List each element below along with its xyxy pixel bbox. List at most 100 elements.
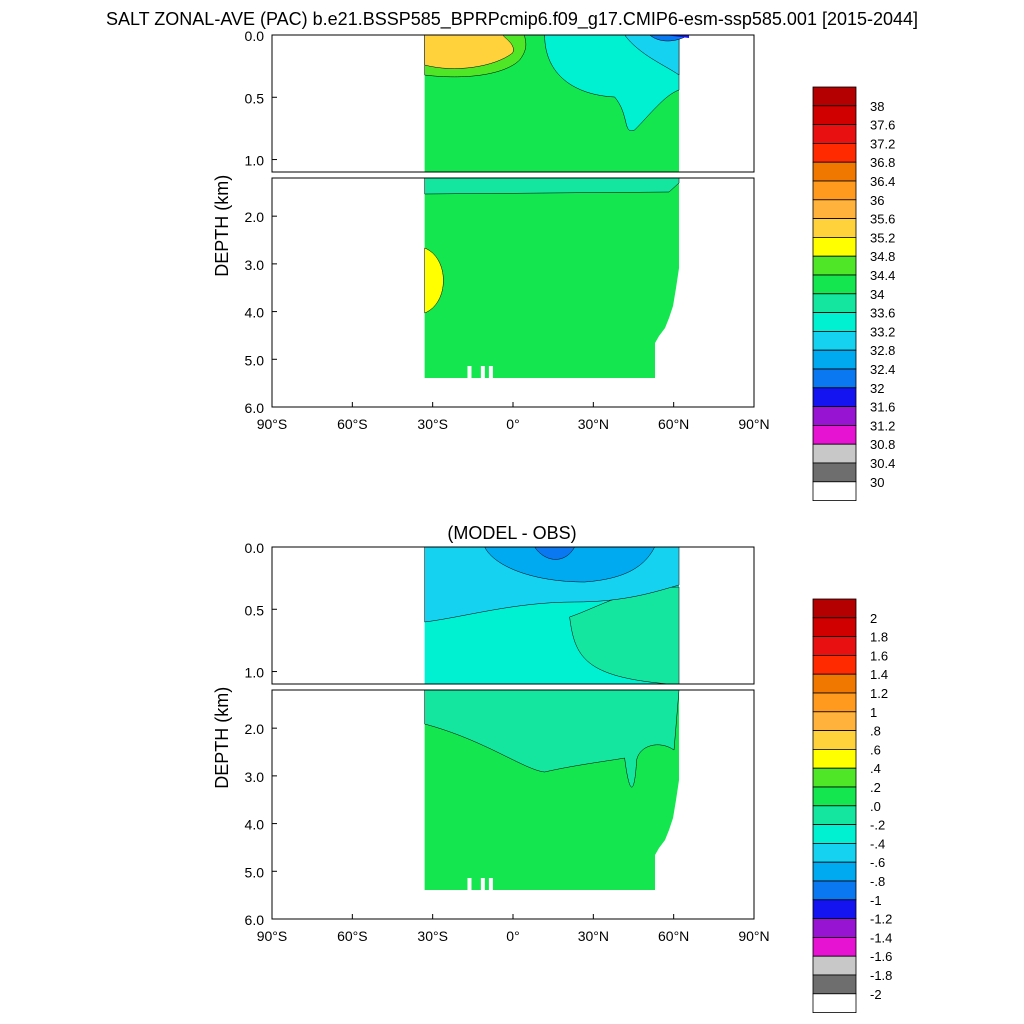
colorbar-swatch: [812, 124, 857, 144]
colorbar-swatch: [812, 861, 857, 882]
colorbar-label: 1.4: [870, 667, 888, 682]
colorbar-label: 31.2: [870, 418, 895, 433]
colorbar-swatch: [812, 142, 857, 163]
colorbar-label: -1: [870, 893, 882, 908]
colorbar-swatch: [812, 805, 857, 825]
colorbar-swatch: [812, 843, 857, 863]
colorbar-label: 32: [870, 381, 884, 396]
y-tick-label: 2.0: [245, 209, 265, 225]
y-tick-label: 5.0: [245, 864, 265, 880]
colorbar-swatch: [812, 636, 857, 656]
colorbar-swatch: [812, 199, 857, 220]
colorbar-label: -1.6: [870, 949, 892, 964]
colorbar-swatch: [812, 349, 857, 370]
colorbar-swatch: [812, 711, 857, 731]
colorbar-label: -1.8: [870, 968, 892, 983]
y-tick-label: 3.0: [245, 257, 265, 273]
x-tick-label: 30°N: [578, 928, 609, 944]
colorbar-swatch: [812, 767, 857, 788]
x-tick-label: 90°N: [738, 928, 769, 944]
colorbar-label: 2: [870, 611, 877, 626]
colorbar-swatch: [812, 673, 857, 694]
x-tick-label: 60°N: [658, 928, 689, 944]
colorbar-swatch: [812, 387, 857, 407]
colorbar-label: 36: [870, 193, 884, 208]
colorbar-swatch: [812, 880, 857, 901]
figure-title: SALT ZONAL-AVE (PAC) b.e21.BSSP585_BPRPc…: [106, 9, 918, 30]
lower-section-fills: [424, 689, 680, 891]
colorbar-swatch: [812, 236, 857, 257]
colorbar-label: 30.8: [870, 437, 895, 452]
x-tick-label: 30°S: [417, 416, 448, 432]
colorbar-swatch: [812, 105, 857, 126]
region-strong-surface-bias: [484, 546, 656, 583]
colorbar-swatch: [812, 899, 857, 919]
colorbar-label: .4: [870, 761, 881, 776]
colorbar-label: 38: [870, 99, 884, 114]
colorbar-label: -2: [870, 987, 882, 1002]
colorbar-swatch: [812, 312, 857, 332]
colorbar-label: -1.4: [870, 930, 892, 945]
y-tick-label: 0.5: [245, 602, 265, 618]
y-tick-label: 0.0: [245, 28, 265, 44]
colorbar-label: .2: [870, 780, 881, 795]
colorbar-label: 1.8: [870, 630, 888, 645]
colorbar-swatch: [812, 749, 857, 769]
colorbar-swatch: [812, 274, 857, 295]
panel-title: (MODEL - OBS): [447, 523, 576, 543]
lower-section-fills: [424, 177, 680, 379]
region-arctic-freshest: [664, 35, 690, 38]
colorbar-swatch: [812, 692, 857, 713]
colorbar-swatch: [812, 161, 857, 182]
y-tick-label: 4.0: [245, 817, 265, 833]
y-tick-label: 0.0: [245, 540, 265, 556]
upper-section-frame: [271, 34, 755, 173]
region-north-fresh-surface: [544, 34, 680, 132]
colorbar-label: 32.4: [870, 362, 895, 377]
colorbar-swatch: [812, 824, 857, 844]
y-tick-label: 4.0: [245, 305, 265, 321]
region-deep-ocean: [424, 178, 680, 378]
seafloor-gap: [467, 878, 472, 891]
region-upper-water: [424, 177, 680, 195]
colorbar-swatch: [812, 993, 857, 1013]
y-tick-label: 1.0: [245, 153, 265, 169]
colorbar-label: .8: [870, 724, 881, 739]
colorbar-swatch: [812, 86, 857, 107]
region-deep-salty-patch: [424, 247, 444, 314]
axis-ticks: 0.0 0.5 1.0 2.0 3.0 4.0 5.0 6.090°S 60°S 30°S 0° 30…: [245, 540, 770, 944]
colorbar-label: -.4: [870, 836, 885, 851]
colorbar-label: 33.2: [870, 324, 895, 339]
colorbar-swatch: [812, 655, 857, 675]
x-tick-label: 90°N: [738, 416, 769, 432]
colorbar-swatch: [812, 218, 857, 238]
colorbar-label: .6: [870, 742, 881, 757]
colorbar-label: 34.4: [870, 268, 895, 283]
colorbar-label: 35.6: [870, 212, 895, 227]
colorbar-label: 32.8: [870, 343, 895, 358]
colorbar-label: 33.6: [870, 306, 895, 321]
y-tick-label: 2.0: [245, 721, 265, 737]
seafloor-gap: [480, 366, 485, 379]
colorbar-label: -.2: [870, 818, 885, 833]
axis-ticks: 0.0 0.5 1.0 2.0 3.0 4.0 5.0 6.090°S 60°S 30°S 0° 30…: [245, 28, 770, 432]
y-tick-label: 1.0: [245, 665, 265, 681]
colorbar-swatch: [812, 330, 857, 351]
colorbar-label: 1.2: [870, 686, 888, 701]
seafloor-gap: [488, 878, 493, 891]
upper-section-frame: [271, 546, 755, 685]
colorbar-label: 1: [870, 705, 877, 720]
colorbar-swatch: [812, 786, 857, 807]
upper-section-fills: [424, 34, 690, 172]
x-tick-label: 60°S: [337, 416, 368, 432]
colorbar-swatch: [812, 180, 857, 201]
colorbar-label: 34: [870, 287, 884, 302]
colorbar-label: 36.8: [870, 155, 895, 170]
colorbar-swatch: [812, 918, 857, 938]
x-tick-label: 30°S: [417, 928, 448, 944]
colorbar-swatch: [812, 598, 857, 619]
colorbar-swatch: [812, 617, 857, 637]
x-tick-label: 0°: [506, 928, 519, 944]
x-tick-label: 60°S: [337, 928, 368, 944]
